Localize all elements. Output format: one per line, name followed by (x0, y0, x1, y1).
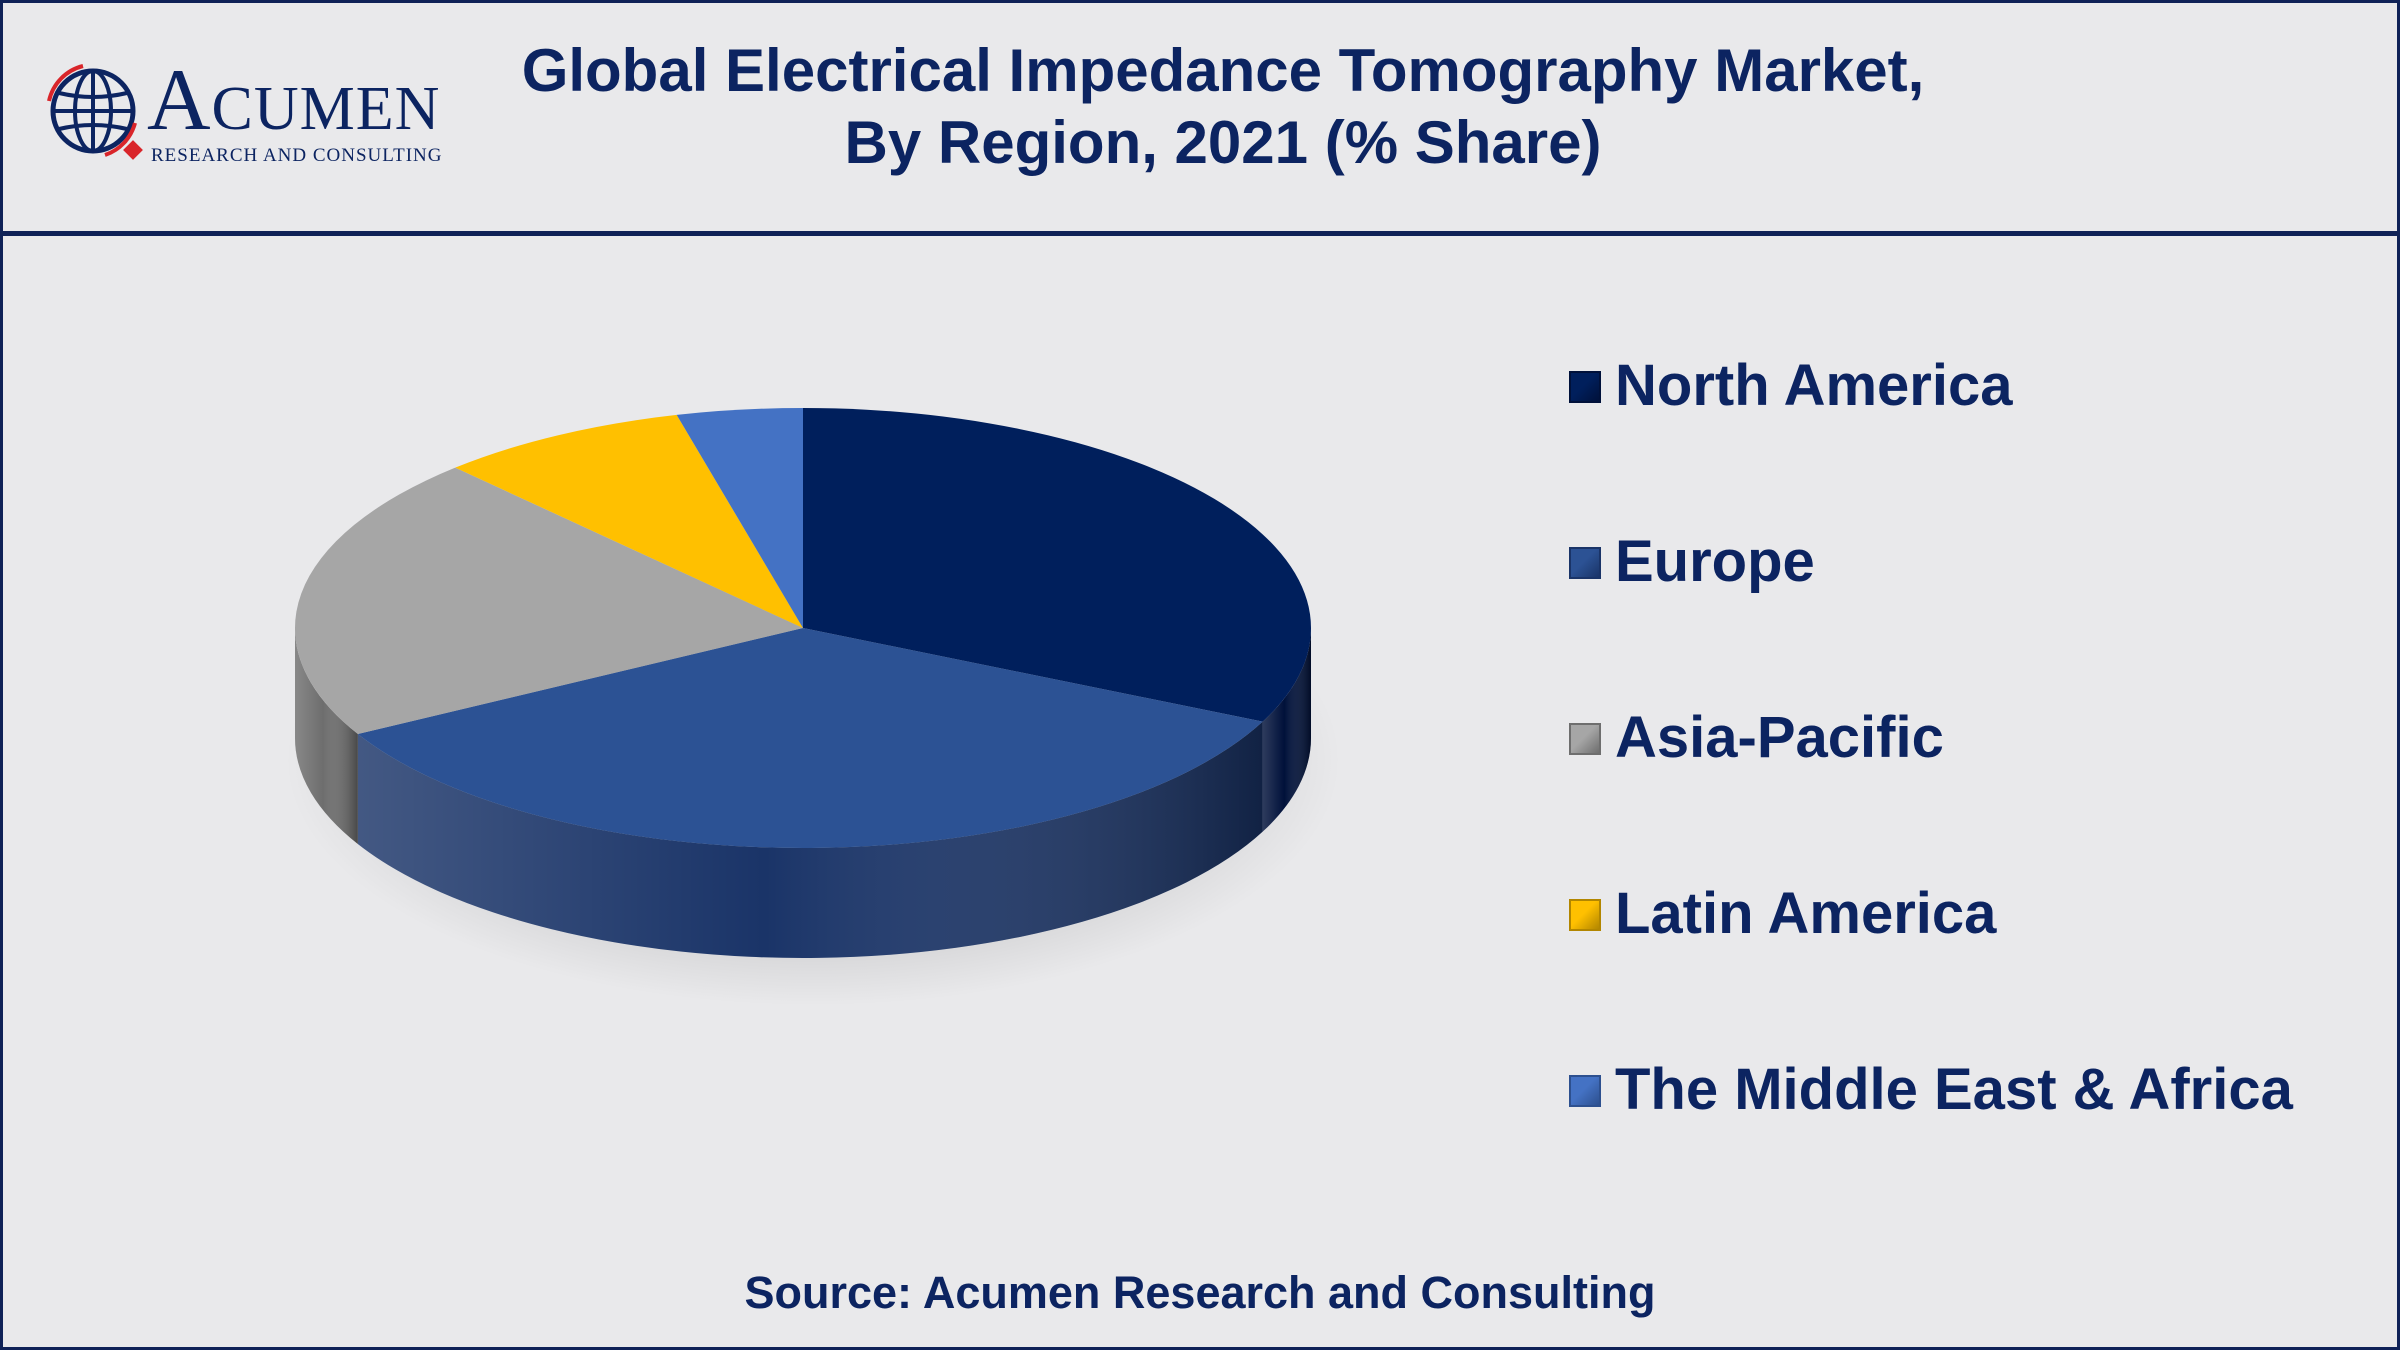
source-note: Source: Acumen Research and Consulting (744, 1267, 1656, 1318)
legend-label: Latin America (1615, 881, 1997, 946)
legend-swatch (1569, 723, 1601, 755)
legend-label: Asia-Pacific (1615, 705, 1944, 770)
chart-title-line-1: Global Electrical Impedance Tomography M… (521, 37, 1925, 104)
logo-wordmark: Acumen (147, 52, 441, 149)
legend-label: The Middle East & Africa (1615, 1057, 2293, 1122)
legend-swatch (1569, 899, 1601, 931)
pie-chart (285, 408, 1341, 1006)
pie-side-shade (357, 721, 1263, 958)
pie-side-shade (295, 628, 358, 844)
globe-icon (47, 64, 143, 160)
pie-slice-the-middle-east-africa[interactable] (676, 408, 803, 628)
legend-swatch (1569, 371, 1601, 403)
header: Acumen RESEARCH AND CONSULTING Global El… (3, 3, 2397, 236)
legend-swatch (1569, 547, 1601, 579)
chart-title-line-2: By Region, 2021 (% Share) (844, 109, 1602, 176)
acumen-logo: Acumen RESEARCH AND CONSULTING (43, 53, 483, 173)
legend-swatch (1569, 1075, 1601, 1107)
legend-label: North America (1615, 353, 2013, 418)
logo-tagline: RESEARCH AND CONSULTING (151, 145, 443, 166)
chart-title: Global Electrical Impedance Tomography M… (423, 35, 2023, 179)
pie-slice-north-america[interactable] (803, 408, 1312, 722)
pie-slice-europe[interactable] (357, 628, 1263, 848)
pie-side-shade (1262, 628, 1311, 832)
pie-slice-latin-america[interactable] (455, 414, 803, 628)
legend-label: Europe (1615, 529, 1815, 594)
pie-slice-asia-pacific[interactable] (295, 467, 803, 734)
